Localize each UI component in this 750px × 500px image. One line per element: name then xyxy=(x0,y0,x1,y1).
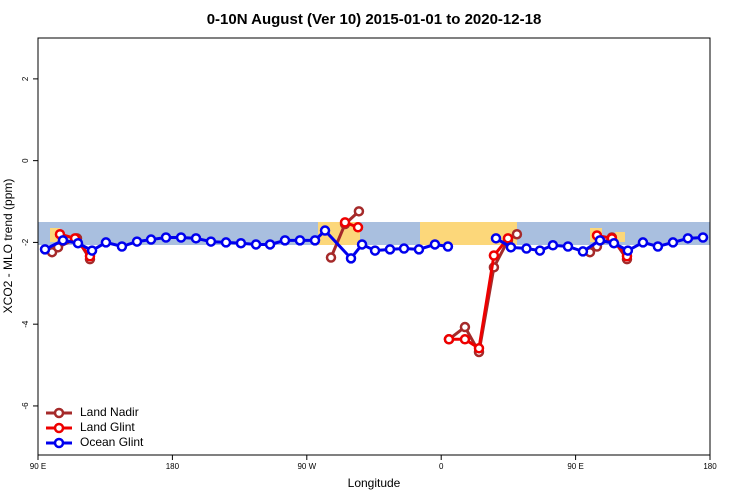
data-point xyxy=(577,246,589,257)
legend-marker xyxy=(53,422,65,434)
data-point xyxy=(547,240,559,251)
y-tick-label: 2 xyxy=(21,76,30,81)
y-tick-label: -4 xyxy=(21,320,30,328)
legend-marker xyxy=(53,437,65,449)
data-point xyxy=(319,225,331,236)
data-point xyxy=(309,235,321,246)
plot-frame xyxy=(37,37,711,456)
data-point xyxy=(175,232,187,243)
data-point xyxy=(622,245,634,256)
data-point xyxy=(490,233,502,244)
y-axis-label: XCO2 - MLO trend (ppm) xyxy=(1,179,15,314)
data-point xyxy=(264,239,276,250)
data-point xyxy=(637,237,649,248)
series-line xyxy=(448,232,518,357)
data-point xyxy=(534,245,546,256)
legend-marker xyxy=(53,407,65,419)
y-tick-label: -6 xyxy=(21,402,30,410)
series-line xyxy=(44,228,449,261)
data-point xyxy=(190,233,202,244)
data-point xyxy=(459,334,471,345)
x-tick-label: 90 W xyxy=(297,462,316,471)
data-point xyxy=(502,233,514,244)
data-point xyxy=(100,237,112,248)
data-point xyxy=(205,236,217,247)
data-point xyxy=(667,237,679,248)
data-point xyxy=(345,253,357,264)
data-point xyxy=(369,245,381,256)
data-point xyxy=(116,241,128,252)
chart-title: 0-10N August (Ver 10) 2015-01-01 to 2020… xyxy=(207,11,542,28)
data-point xyxy=(473,343,485,354)
data-point xyxy=(145,234,157,245)
data-point xyxy=(413,244,425,255)
legend-label: Ocean Glint xyxy=(80,435,144,449)
x-tick-label: 90 E xyxy=(30,462,46,471)
data-point xyxy=(459,321,471,333)
data-point xyxy=(488,250,500,261)
data-point xyxy=(131,236,143,247)
data-point xyxy=(429,239,441,250)
data-point xyxy=(443,334,455,345)
land-area xyxy=(615,232,625,242)
data-point xyxy=(398,243,410,254)
data-point xyxy=(294,235,306,246)
data-point xyxy=(325,252,337,263)
x-tick-label: 180 xyxy=(166,462,180,471)
data-point xyxy=(220,237,232,248)
data-point xyxy=(86,245,98,256)
data-point xyxy=(505,242,517,253)
data-point xyxy=(697,232,709,243)
data-point xyxy=(250,239,262,250)
data-point xyxy=(352,222,364,233)
data-point xyxy=(39,244,51,255)
data-point xyxy=(682,233,694,244)
x-tick-label: 0 xyxy=(439,462,444,471)
series xyxy=(39,225,709,264)
data-point xyxy=(511,228,523,240)
data-point xyxy=(57,235,69,246)
y-tick-label: -2 xyxy=(21,238,30,246)
data-point xyxy=(279,235,291,246)
data-point xyxy=(353,206,365,217)
x-tick-label: 180 xyxy=(703,462,717,471)
data-point xyxy=(442,241,454,252)
data-point xyxy=(356,239,368,250)
legend-label: Land Nadir xyxy=(80,405,139,419)
data-point xyxy=(235,237,247,249)
y-tick-label: 0 xyxy=(21,158,30,163)
x-axis-label: Longitude xyxy=(348,476,401,490)
data-point xyxy=(594,235,606,246)
data-point xyxy=(339,217,351,228)
data-point xyxy=(72,237,84,249)
data-point xyxy=(562,241,574,252)
x-tick-label: 90 E xyxy=(567,462,583,471)
data-point xyxy=(521,243,532,254)
data-point xyxy=(384,244,396,255)
data-point xyxy=(652,241,664,252)
data-point xyxy=(160,232,172,243)
data-point xyxy=(608,237,620,249)
legend-label: Land Glint xyxy=(80,420,135,434)
